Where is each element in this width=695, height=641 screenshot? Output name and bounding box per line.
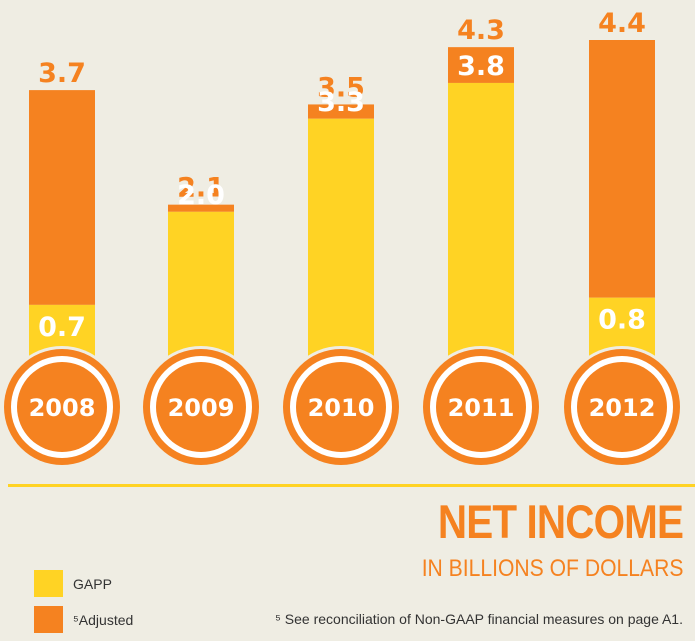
bar-adjusted-2011	[448, 47, 514, 83]
value-label-gaap-2009: 2.0	[177, 180, 225, 211]
tick-label-2008: 2008	[29, 394, 96, 422]
bar-adjusted-2010	[308, 104, 374, 119]
year-circle-inner-2008	[17, 362, 107, 452]
value-label-adjusted-2008: 3.7	[38, 58, 86, 89]
tick-label-2010: 2010	[308, 394, 375, 422]
divider-line	[8, 484, 695, 487]
value-label-adjusted-2012: 4.4	[598, 8, 646, 39]
bar-adjusted-2008	[29, 90, 95, 305]
value-label-gaap-2011: 3.8	[457, 51, 505, 82]
footnote: ⁵ See reconciliation of Non-GAAP financi…	[275, 611, 683, 627]
value-label-adjusted-2011: 4.3	[457, 15, 505, 46]
value-label-adjusted-2009: 2.1	[177, 173, 225, 204]
year-circle-inner-2010	[296, 362, 386, 452]
legend-label-gaap: GAPP	[73, 575, 112, 592]
legend-swatch-gaap	[34, 570, 63, 597]
chart-subtitle: IN BILLIONS OF DOLLARS	[421, 555, 683, 582]
value-label-gaap-2012: 0.8	[598, 305, 646, 336]
bar-gaap-2011	[448, 82, 514, 376]
legend-swatch-adjusted	[34, 606, 63, 633]
bar-adjusted-2012	[589, 40, 655, 298]
year-circle-inner-2011	[436, 362, 526, 452]
legend-label-adjusted: ⁵Adjusted	[73, 611, 134, 628]
year-circle-inner-2009	[156, 362, 246, 452]
net-income-chart: 3.7 0.7 2008 2.12.0 2009 3.53.3 2010 4.3 3.8 2011…	[4, 8, 680, 465]
value-label-gaap-2008: 0.7	[38, 312, 86, 343]
tick-label-2011: 2011	[448, 394, 515, 422]
bar-adjusted-2009	[168, 204, 234, 212]
bar-gaap-2010	[308, 118, 374, 375]
value-label-gaap-2010: 3.3	[317, 87, 365, 118]
tick-label-2012: 2012	[589, 394, 656, 422]
chart-title: NET INCOME	[437, 495, 684, 548]
legend-item-adjusted: ⁵Adjusted	[34, 606, 133, 633]
tick-label-2009: 2009	[168, 394, 235, 422]
legend-item-gaap: GAPP	[34, 570, 112, 597]
value-label-adjusted-2010: 3.5	[317, 72, 365, 103]
year-circle-inner-2012	[577, 362, 667, 452]
